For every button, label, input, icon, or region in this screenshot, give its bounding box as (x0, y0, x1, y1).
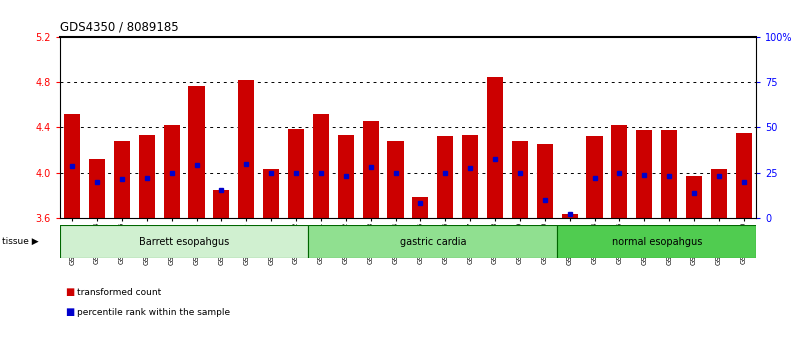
FancyBboxPatch shape (557, 225, 756, 258)
Text: gastric cardia: gastric cardia (400, 236, 466, 247)
Bar (512, 141, 528, 218)
Bar (288, 129, 304, 218)
Text: transformed count: transformed count (77, 287, 162, 297)
Bar (362, 121, 379, 218)
Text: percentile rank within the sample: percentile rank within the sample (77, 308, 230, 317)
Bar (388, 141, 404, 218)
Bar (313, 114, 329, 218)
Bar (661, 130, 677, 218)
Text: ■: ■ (65, 287, 75, 297)
Bar (263, 169, 279, 218)
FancyBboxPatch shape (308, 225, 557, 258)
Text: normal esopahgus: normal esopahgus (611, 236, 702, 247)
Bar (611, 125, 627, 218)
Bar (139, 135, 155, 218)
Text: tissue ▶: tissue ▶ (2, 237, 39, 246)
Bar (561, 214, 578, 218)
Text: ■: ■ (65, 307, 75, 317)
Bar (114, 141, 130, 218)
Bar (587, 136, 603, 218)
Bar (89, 159, 105, 218)
Bar (537, 144, 553, 218)
Bar (189, 86, 205, 218)
Text: Barrett esopahgus: Barrett esopahgus (139, 236, 229, 247)
Bar (213, 189, 229, 218)
Bar (163, 125, 180, 218)
Text: GDS4350 / 8089185: GDS4350 / 8089185 (60, 21, 178, 34)
Bar (462, 135, 478, 218)
Bar (412, 198, 428, 218)
Bar (437, 136, 454, 218)
Bar (238, 80, 255, 218)
Bar (636, 130, 653, 218)
Bar (711, 169, 727, 218)
Bar (338, 135, 354, 218)
FancyBboxPatch shape (60, 225, 308, 258)
Bar (487, 77, 503, 218)
Bar (686, 176, 702, 218)
Bar (64, 114, 80, 218)
Bar (736, 133, 752, 218)
